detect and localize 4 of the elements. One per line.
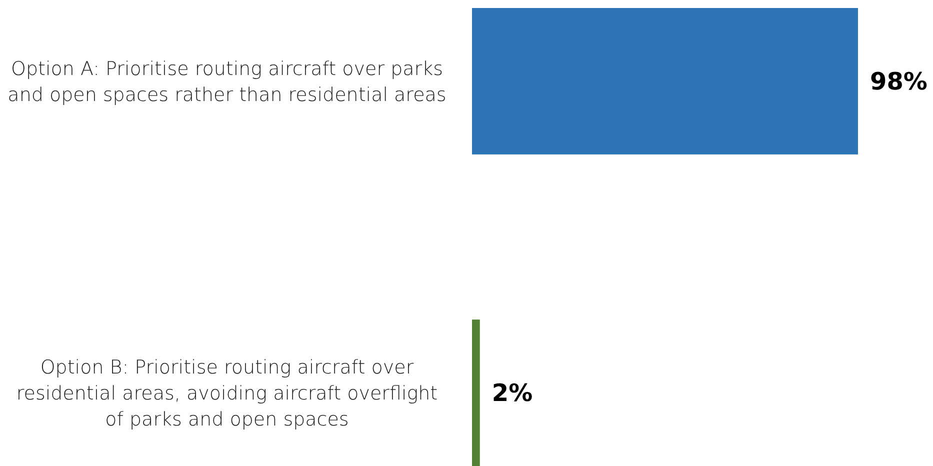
data-label: 98% xyxy=(870,68,928,96)
y-tick-label: Option B: Prioritise routing aircraft over residential areas, avoiding aircraft overflight of parks and open spaces xyxy=(16,356,438,430)
data-label: 2% xyxy=(492,379,533,408)
y-tick-label: Option A: Prioritise routing aircraft over parks and open spaces rather than residential areas xyxy=(8,58,446,106)
